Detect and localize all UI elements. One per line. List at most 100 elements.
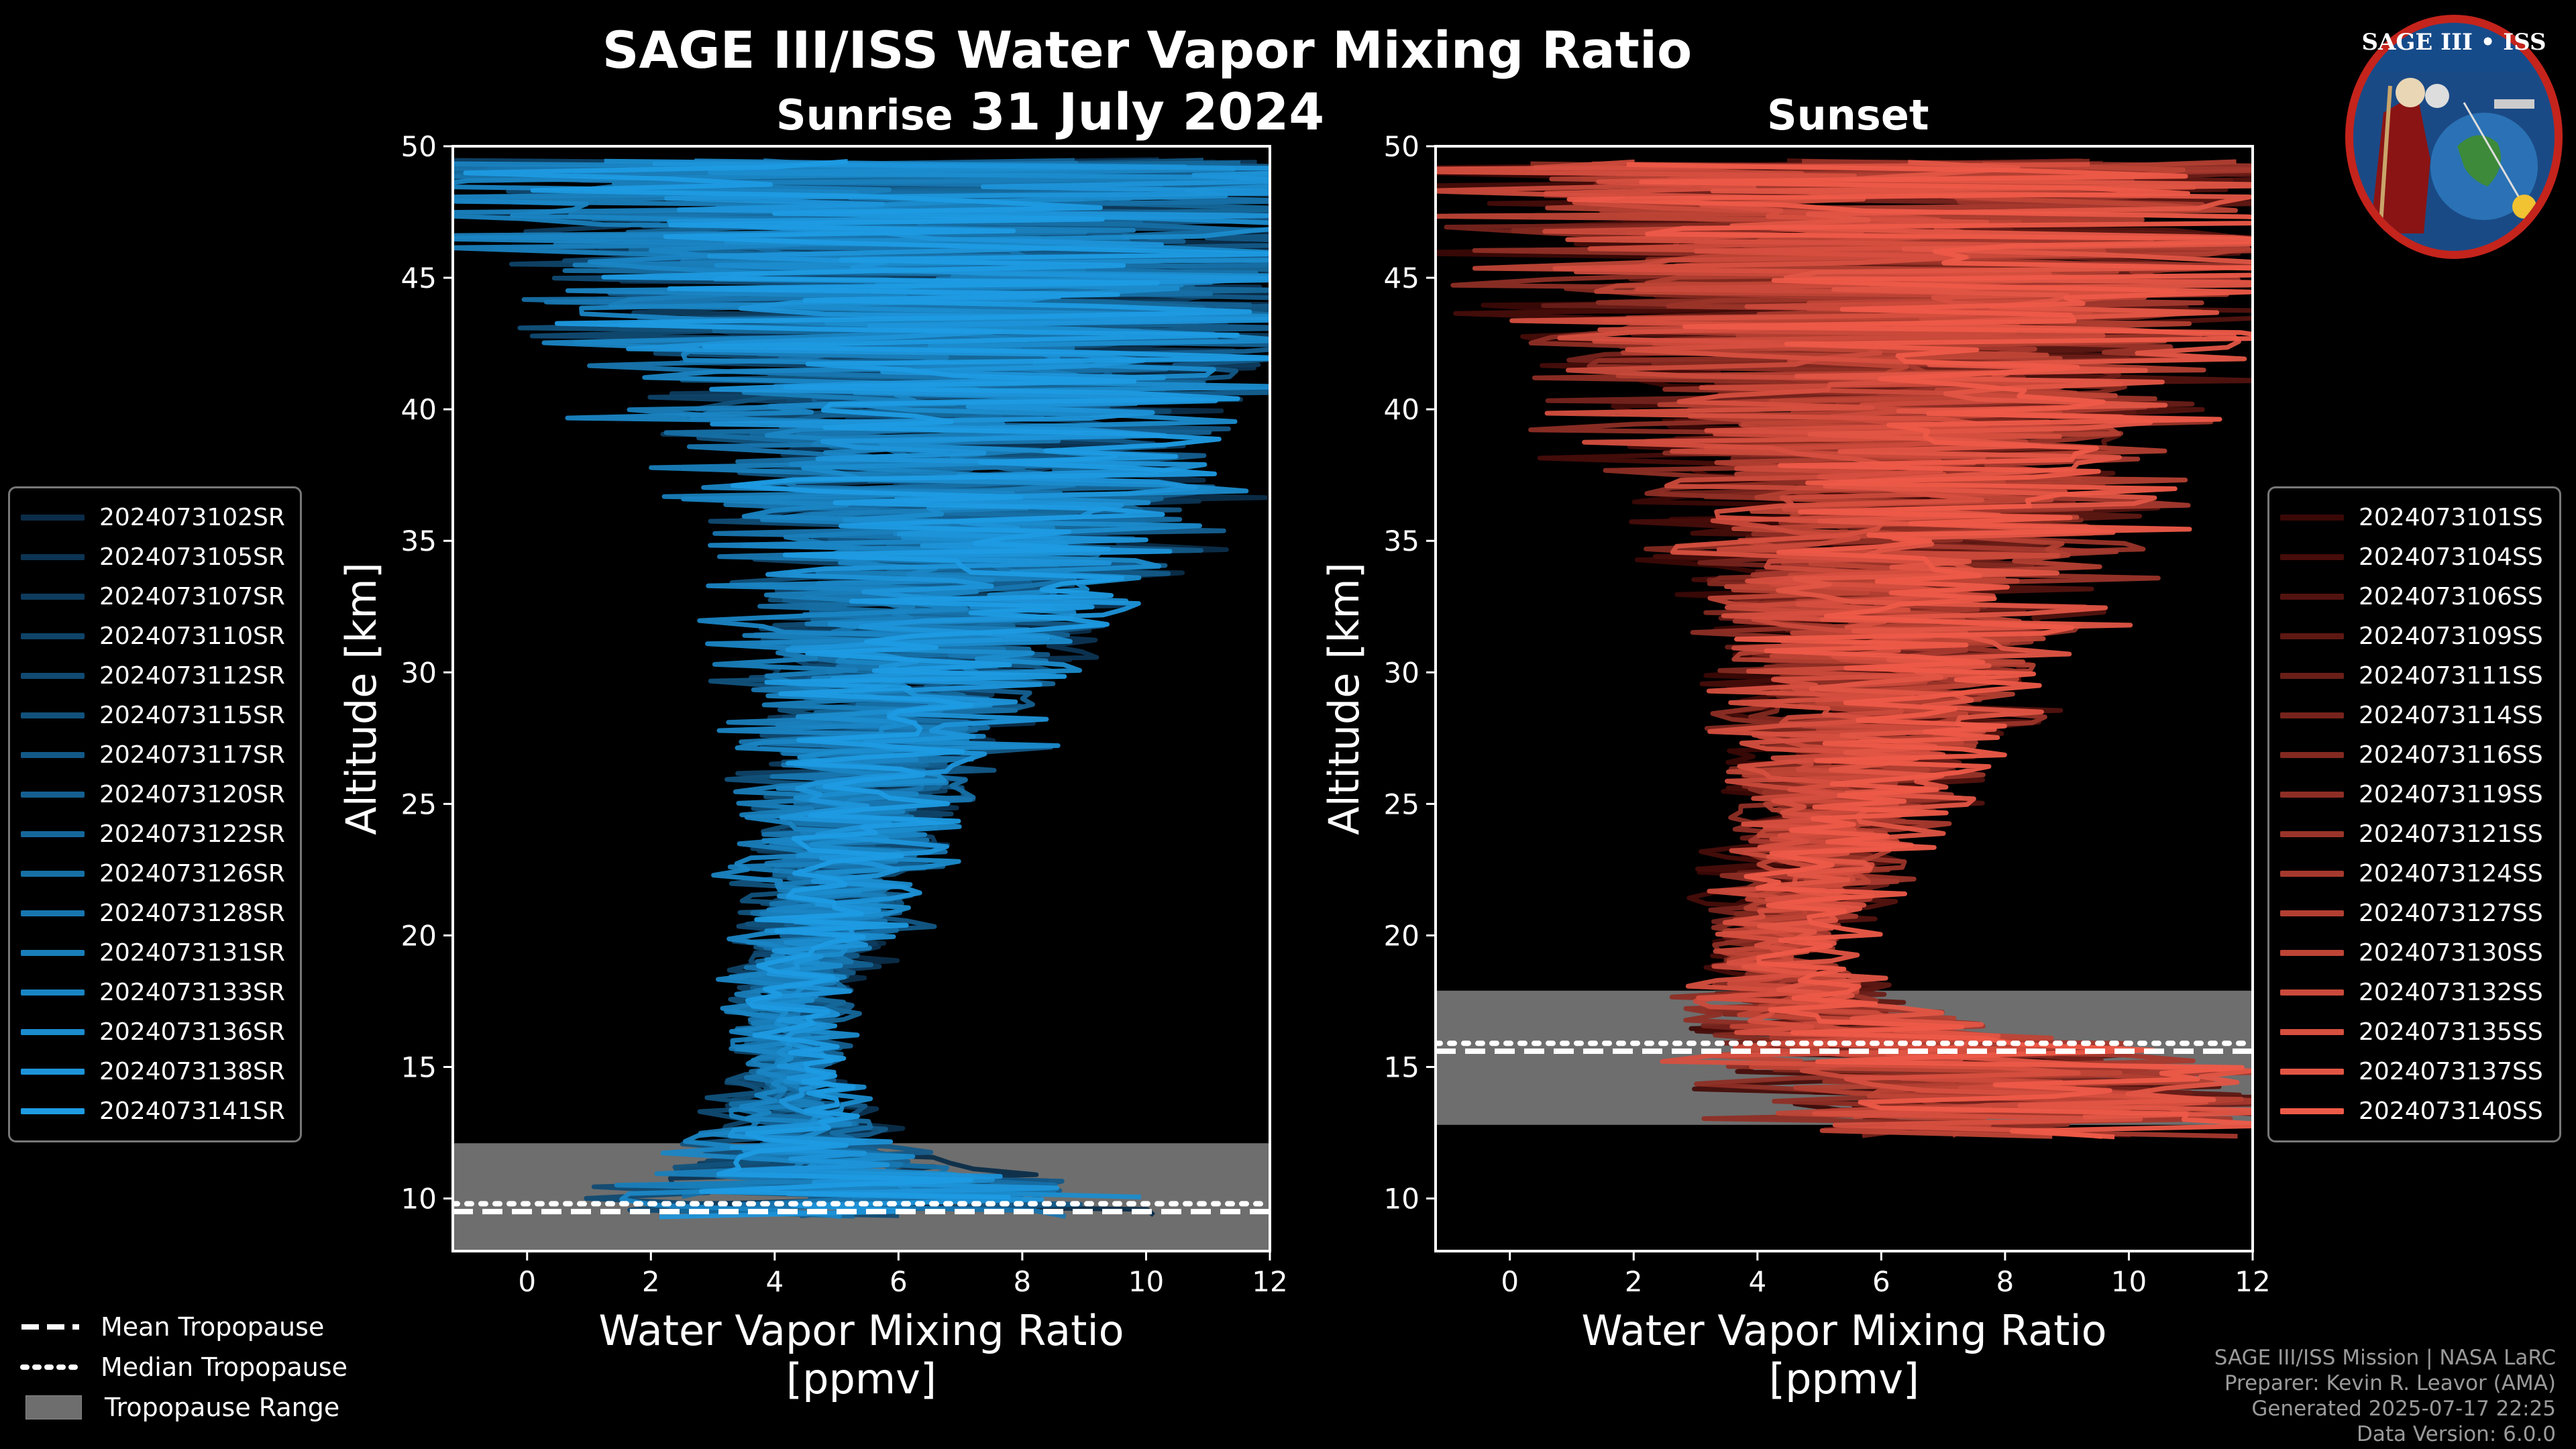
legend-entry: 2024073138SR (21, 1052, 289, 1091)
y-tick-label: 25 (401, 788, 437, 820)
legend-entry: 2024073126SR (21, 854, 289, 894)
y-tick-label: 50 (1384, 130, 1419, 163)
legend-entry: 2024073135SS (2280, 1012, 2548, 1052)
y-axis-label: Altitude [km] (1320, 562, 1368, 835)
legend-label: 2024073104SS (2359, 543, 2543, 571)
legend-label: 2024073127SS (2359, 900, 2543, 927)
legend-label: 2024073122SR (99, 820, 285, 848)
legend-swatch (2280, 871, 2344, 877)
chart-title: SAGE III/ISS Water Vapor Mixing Ratio (602, 20, 1693, 80)
legend-label: 2024073128SR (99, 900, 285, 927)
y-tick-label: 15 (401, 1051, 437, 1084)
y-tick-label: 45 (401, 262, 437, 294)
x-tick-label: 8 (1996, 1265, 2015, 1298)
legend-swatch (21, 633, 85, 639)
legend-entry: 2024073114SS (2280, 696, 2548, 735)
legend-swatch (2280, 792, 2344, 798)
legend-entry: 2024073141SR (21, 1091, 289, 1131)
profile-line-2024073141SR (463, 159, 1270, 1200)
x-tick-label: 0 (1501, 1265, 1519, 1298)
legend-swatch (2280, 1108, 2344, 1114)
legend-entry: 2024073116SS (2280, 735, 2548, 775)
legend-swatch (21, 1029, 85, 1035)
legend-swatch (2280, 989, 2344, 996)
legend-label: 2024073102SR (99, 504, 285, 531)
legend-swatch (2280, 633, 2344, 639)
x-axis-label: [ppmv] (1769, 1354, 1919, 1403)
x-tick-label: 4 (1748, 1265, 1766, 1298)
plot-area (1436, 158, 2253, 1140)
legend-entry: 2024073104SS (2280, 537, 2548, 577)
legend-label: 2024073101SS (2359, 504, 2543, 531)
chart-date: 31 July 2024 (969, 82, 1325, 142)
y-tick-label: 50 (401, 130, 437, 163)
plot-area (453, 157, 1270, 1251)
legend-label: 2024073138SR (99, 1058, 285, 1085)
y-tick-label: 25 (1384, 788, 1419, 820)
legend-label: 2024073109SS (2359, 623, 2543, 650)
x-tick-label: 6 (1872, 1265, 1890, 1298)
legend-entry: 2024073115SR (21, 696, 289, 735)
y-tick-label: 45 (1384, 262, 1419, 294)
legend-swatch (2280, 594, 2344, 600)
y-tick-label: 35 (1384, 525, 1419, 557)
x-tick-label: 4 (765, 1265, 784, 1298)
sunset-legend: 2024073101SS 2024073104SS 2024073106SS 2024… (2267, 486, 2561, 1142)
legend-entry: 2024073127SS (2280, 894, 2548, 933)
legend-entry: 2024073111SS (2280, 656, 2548, 696)
legend-swatch (2280, 910, 2344, 916)
y-tick-label: 20 (1384, 919, 1419, 952)
credit-generated: Generated 2025-07-17 22:25 (2251, 1397, 2556, 1421)
legend-entry: 2024073122SR (21, 814, 289, 854)
legend-label: 2024073136SR (99, 1018, 285, 1046)
y-tick-label: 40 (1384, 393, 1419, 426)
legend-swatch (21, 594, 85, 600)
legend-label: 2024073135SS (2359, 1018, 2543, 1046)
x-tick-label: 6 (890, 1265, 908, 1298)
legend-entry: 2024073124SS (2280, 854, 2548, 894)
legend-label: 2024073137SS (2359, 1058, 2543, 1085)
legend-swatch (2280, 1069, 2344, 1075)
legend-entry: 2024073130SS (2280, 933, 2548, 973)
y-tick-label: 15 (1384, 1051, 1419, 1084)
credit-version: Data Version: 6.0.0 (2356, 1422, 2556, 1446)
credit-preparer: Preparer: Kevin R. Leavor (AMA) (2224, 1371, 2556, 1395)
panel-ss: 10 15 20 25 30 35 40 45 50 0 2 4 6 8 10 12 Water Vapor M… (1320, 130, 2271, 1403)
y-tick-label: 30 (1384, 656, 1419, 689)
panel-sr: 10 15 20 25 30 35 40 45 50 0 2 4 6 8 10 12 Water Vapor M… (337, 130, 1288, 1403)
y-tick-label: 10 (401, 1183, 437, 1216)
legend-label: 2024073114SS (2359, 702, 2543, 729)
range-swatch (25, 1395, 82, 1419)
x-tick-label: 2 (1625, 1265, 1643, 1298)
legend-label: 2024073116SS (2359, 741, 2543, 769)
legend-swatch (21, 515, 85, 521)
x-axis-label: [ppmv] (786, 1354, 936, 1403)
legend-label: 2024073141SR (99, 1097, 285, 1125)
sunrise-legend: 2024073102SR 2024073105SR 2024073107SR 2024… (8, 486, 302, 1142)
x-tick-label: 12 (1252, 1265, 1287, 1298)
legend-entry: 2024073101SS (2280, 498, 2548, 537)
legend-swatch (2280, 515, 2344, 521)
legend-label: 2024073132SS (2359, 979, 2543, 1006)
legend-mean-tropopause: Mean Tropopause (20, 1307, 347, 1347)
legend-entry: 2024073120SR (21, 775, 289, 814)
legend-swatch (2280, 752, 2344, 758)
legend-entry: 2024073112SR (21, 656, 289, 696)
legend-label: 2024073126SR (99, 860, 285, 888)
profile-line-2024073140SS (1566, 162, 2253, 1140)
legend-swatch (21, 673, 85, 679)
legend-entry: 2024073110SR (21, 616, 289, 656)
legend-entry: 2024073133SR (21, 973, 289, 1012)
legend-entry: 2024073105SR (21, 537, 289, 577)
legend-label: 2024073119SS (2359, 781, 2543, 808)
legend-range-label: Tropopause Range (105, 1393, 340, 1422)
legend-swatch (2280, 1029, 2344, 1035)
y-tick-label: 30 (401, 656, 437, 689)
credits: SAGE III/ISS Mission | NASA LaRC Prepare… (2214, 1345, 2556, 1447)
legend-swatch (21, 871, 85, 877)
legend-swatch (2280, 673, 2344, 679)
legend-label: 2024073131SR (99, 939, 285, 967)
y-tick-label: 20 (401, 919, 437, 952)
legend-swatch (21, 950, 85, 956)
legend-label: 2024073130SS (2359, 939, 2543, 967)
